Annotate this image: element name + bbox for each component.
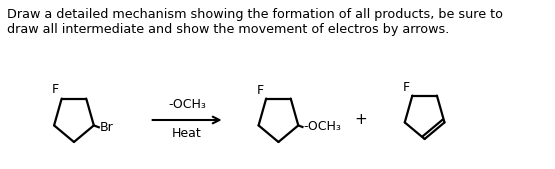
Text: draw all intermediate and show the movement of electros by arrows.: draw all intermediate and show the movem…	[7, 23, 450, 36]
Text: Heat: Heat	[172, 127, 202, 140]
Text: Br: Br	[100, 121, 113, 134]
Text: +: +	[355, 113, 367, 127]
Text: F: F	[402, 81, 410, 94]
Text: -OCH₃: -OCH₃	[168, 98, 206, 111]
Text: -OCH₃: -OCH₃	[304, 120, 341, 134]
Text: Draw a detailed mechanism showing the formation of all products, be sure to: Draw a detailed mechanism showing the fo…	[7, 8, 503, 21]
Text: F: F	[52, 83, 59, 96]
Text: F: F	[256, 84, 264, 97]
